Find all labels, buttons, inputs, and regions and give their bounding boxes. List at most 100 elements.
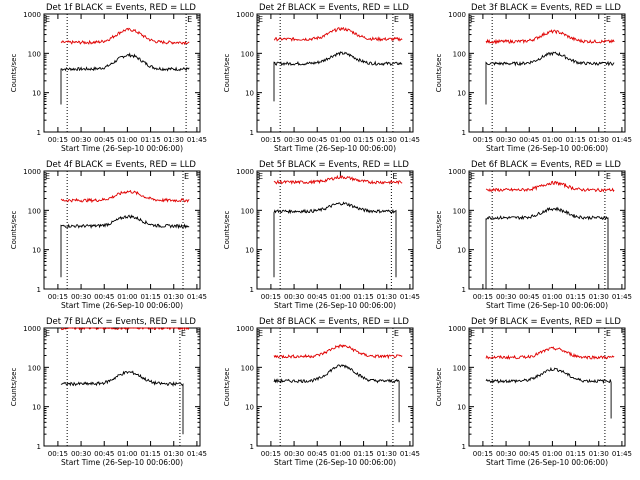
y-tick-label: 100 [453,364,466,372]
x-tick-label: 01:00 [117,450,137,458]
y-tick-label: 100 [241,364,254,372]
lld-series-line [485,346,615,360]
y-axis-label: Counts/sec [223,211,231,250]
x-tick-label: 00:30 [284,136,304,144]
x-tick-label: 00:30 [284,450,304,458]
y-axis-label: Counts/sec [435,54,443,93]
y-axis-label: Counts/sec [223,54,231,93]
y-tick-label: 1000 [23,325,41,333]
x-tick-label: 00:30 [496,136,516,144]
plot-frame [468,327,626,447]
chart-panel-3: Det 3f BLACK = Events, RED = LLD 1 10 100 10… [435,3,632,153]
events-series-line [60,214,190,278]
y-tick-label: 10 [457,247,466,255]
x-tick-label: 01:45 [187,293,207,301]
x-tick-label: 00:30 [496,293,516,301]
lld-series-line [273,174,403,185]
x-tick-label: 01:30 [377,450,397,458]
x-tick-label: 00:45 [519,136,539,144]
plot-frame [43,327,201,447]
x-tick-label: 00:15 [48,450,68,458]
chart-title: Det 8f BLACK = Events, RED = LLD [259,317,409,327]
chart-panel-6: Det 6f BLACK = Events, RED = LLD 1 10 100 10… [435,160,632,310]
chart-panel-9: Det 9f BLACK = Events, RED = LLD 1 10 100 10… [435,317,632,467]
y-tick-label: 1000 [448,325,466,333]
x-tick-label: 01:15 [353,293,373,301]
x-axis-label: Start Time (26-Sep-10 00:06:00) [274,301,396,310]
y-axis-label: Counts/sec [10,211,18,250]
x-tick-label: 00:45 [94,293,114,301]
x-tick-label: 00:15 [261,293,281,301]
annotation-right: E [606,329,611,338]
annotation-left: E [45,329,50,338]
x-tick-label: 01:15 [140,450,160,458]
chart-title: Det 1f BLACK = Events, RED = LLD [46,3,196,13]
chart-title: Det 2f BLACK = Events, RED = LLD [259,3,409,13]
annotation-right: E [392,172,397,181]
chart-panel-1: Det 1f BLACK = Events, RED = LLD 1 10 100 10… [10,3,207,153]
chart-panel-5: Det 5f BLACK = Events, RED = LLD 1 10 100 10… [223,160,420,310]
events-series-line [485,206,609,289]
x-axis-label: Start Time (26-Sep-10 00:06:00) [486,458,608,467]
x-tick-label: 01:15 [565,450,585,458]
chart-title: Det 4f BLACK = Events, RED = LLD [46,160,196,170]
x-tick-label: 00:15 [473,293,493,301]
annotation-left: E [45,15,50,24]
x-tick-label: 00:15 [48,136,68,144]
chart-panel-7: Det 7f BLACK = Events, RED = LLD 1 10 100 10… [10,317,207,467]
events-series-line [60,52,190,105]
chart-title: Det 5f BLACK = Events, RED = LLD [259,160,409,170]
y-axis-label: Counts/sec [223,368,231,407]
y-tick-label: 10 [32,90,41,98]
y-axis-label: Counts/sec [435,211,443,250]
x-tick-label: 01:00 [330,293,350,301]
x-tick-label: 00:45 [519,450,539,458]
y-tick-label: 1000 [23,168,41,176]
x-tick-label: 00:30 [71,450,91,458]
chart-title: Det 3f BLACK = Events, RED = LLD [471,3,621,13]
plot-frame [256,13,414,133]
x-tick-label: 01:15 [140,293,160,301]
annotation-right: E [606,15,611,24]
x-tick-label: 00:30 [71,136,91,144]
x-tick-label: 00:30 [71,293,91,301]
y-tick-label: 1 [37,443,41,451]
annotation-left: E [258,15,263,24]
y-tick-label: 100 [28,50,41,58]
x-tick-label: 01:15 [353,450,373,458]
annotation-right: E [181,329,186,338]
lld-series-line [485,180,615,193]
x-tick-label: 01:15 [565,136,585,144]
chart-title: Det 6f BLACK = Events, RED = LLD [471,160,621,170]
annotation-left: E [470,15,475,24]
x-tick-label: 00:15 [473,136,493,144]
y-tick-label: 10 [32,404,41,412]
x-tick-label: 01:15 [140,136,160,144]
events-series-line [485,51,615,105]
chart-panel-2: Det 2f BLACK = Events, RED = LLD 1 10 100 10… [223,3,420,153]
y-tick-label: 1 [37,286,41,294]
y-tick-label: 10 [245,247,254,255]
y-tick-label: 100 [453,207,466,215]
y-tick-label: 1000 [236,325,254,333]
x-tick-label: 00:15 [261,450,281,458]
x-axis-label: Start Time (26-Sep-10 00:06:00) [486,144,608,153]
events-series-line [485,366,612,419]
y-tick-label: 100 [28,364,41,372]
x-tick-label: 01:00 [330,450,350,458]
x-tick-label: 01:00 [542,450,562,458]
lld-series-line [60,327,190,331]
y-tick-label: 1000 [448,168,466,176]
x-tick-label: 00:45 [519,293,539,301]
x-tick-label: 00:30 [284,293,304,301]
y-tick-label: 1000 [236,11,254,19]
x-tick-label: 01:00 [542,293,562,301]
x-tick-label: 00:45 [94,450,114,458]
x-tick-label: 00:30 [496,450,516,458]
y-tick-label: 1 [250,286,254,294]
events-series-line [273,364,400,423]
x-axis-label: Start Time (26-Sep-10 00:06:00) [61,144,183,153]
x-tick-label: 01:00 [330,136,350,144]
x-axis-label: Start Time (26-Sep-10 00:06:00) [274,144,396,153]
